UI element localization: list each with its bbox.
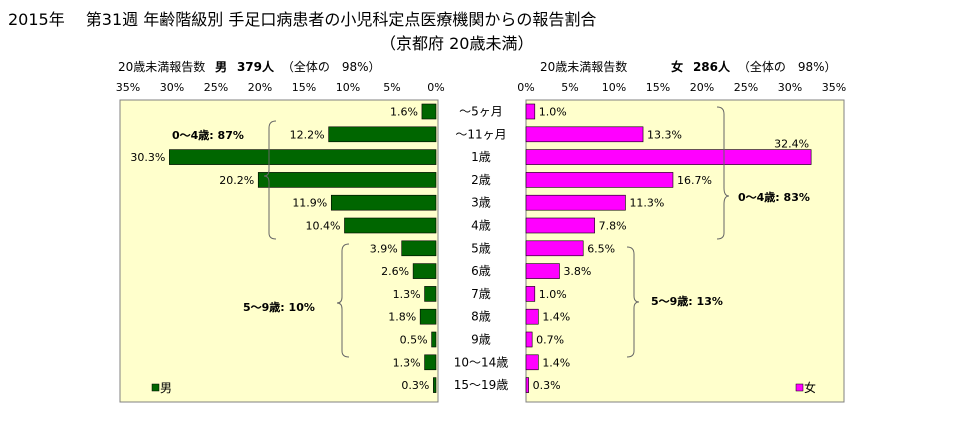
- female-bar: [526, 195, 625, 210]
- male-bar-value-label: 1.3%: [393, 356, 421, 369]
- age-category-label: ～5ヶ月: [459, 105, 503, 119]
- male-bar-value-label: 1.6%: [390, 106, 418, 119]
- male-bar-value-label: 1.8%: [388, 311, 416, 324]
- female-bar-value-label: 1.4%: [542, 311, 570, 324]
- age-category-label: 3歳: [471, 196, 491, 210]
- male-bar: [169, 150, 436, 165]
- female-axis-tick: 15%: [646, 81, 670, 94]
- female-bar-value-label: 16.7%: [677, 174, 712, 187]
- male-axis-tick: 20%: [248, 81, 272, 94]
- age-category-label: 6歳: [471, 264, 491, 278]
- female-axis-tick: 0%: [517, 81, 534, 94]
- age-category-label: 15～19歳: [454, 378, 509, 392]
- legend-female-label: 女: [804, 380, 816, 395]
- female-bar-value-label: 6.5%: [587, 242, 615, 255]
- legend-female-swatch: [796, 384, 803, 391]
- female-axis-tick: 35%: [822, 81, 846, 94]
- male-bar: [425, 286, 436, 301]
- female-bar: [526, 150, 811, 165]
- male-group-5-9-label: 5～9歳: 10%: [243, 300, 315, 314]
- female-group-5-9-label: 5～9歳: 13%: [651, 294, 723, 308]
- male-bar-value-label: 0.3%: [401, 379, 429, 392]
- male-bar-value-label: 0.5%: [400, 334, 428, 347]
- male-axis-tick: 25%: [204, 81, 228, 94]
- age-category-label: 9歳: [471, 333, 491, 347]
- male-bar: [413, 264, 436, 279]
- male-bar: [344, 218, 436, 233]
- age-category-label: 2歳: [471, 173, 491, 187]
- female-bar-value-label: 1.0%: [539, 106, 567, 119]
- male-bar-value-label: 1.3%: [393, 288, 421, 301]
- female-bar: [526, 309, 538, 324]
- male-bar: [329, 127, 436, 142]
- female-bar-value-label: 0.7%: [536, 334, 564, 347]
- male-axis-tick: 15%: [292, 81, 316, 94]
- age-category-label: ～11ヶ月: [455, 127, 506, 141]
- female-axis-tick: 25%: [734, 81, 758, 94]
- male-axis-tick: 0%: [427, 81, 444, 94]
- age-category-label: 5歳: [471, 241, 491, 255]
- male-axis-tick: 30%: [160, 81, 184, 94]
- female-bar: [526, 355, 538, 370]
- male-bar-value-label: 11.9%: [292, 197, 327, 210]
- female-axis-tick: 10%: [602, 81, 626, 94]
- male-bar: [425, 355, 436, 370]
- male-bar: [402, 241, 436, 256]
- female-axis-tick: 20%: [690, 81, 714, 94]
- male-bar-value-label: 12.2%: [290, 128, 325, 141]
- age-category-label: 4歳: [471, 219, 491, 233]
- female-bar-value-label: 13.3%: [647, 128, 682, 141]
- population-pyramid-chart: 35% 30% 25% 20% 15% 10% 5% 0% 0% 5% 10% 15% 20% 25% 3…: [0, 0, 968, 443]
- female-bar-value-label: 1.4%: [542, 356, 570, 369]
- female-bar-value-label: 1.0%: [539, 288, 567, 301]
- legend-male-label: 男: [160, 381, 172, 395]
- female-axis-tick: 30%: [778, 81, 802, 94]
- male-bar: [433, 378, 436, 393]
- female-group-0-4-label: 0～4歳: 83%: [738, 190, 810, 204]
- male-axis-tick: 5%: [383, 81, 400, 94]
- male-bar-value-label: 20.2%: [219, 174, 254, 187]
- male-bar: [420, 309, 436, 324]
- male-bar: [422, 104, 436, 119]
- female-bar-value-label: 7.8%: [599, 220, 627, 233]
- age-category-label: 7歳: [471, 287, 491, 301]
- female-bar-value-label: 32.4%: [774, 138, 809, 151]
- female-bar: [526, 172, 673, 187]
- male-bar: [331, 195, 436, 210]
- female-bar: [526, 264, 559, 279]
- male-bar-value-label: 30.3%: [130, 151, 165, 164]
- male-bar: [432, 332, 436, 347]
- female-bar: [526, 332, 532, 347]
- male-bar-value-label: 3.9%: [370, 242, 398, 255]
- age-category-label: 8歳: [471, 310, 491, 324]
- female-bar-value-label: 0.3%: [533, 379, 561, 392]
- female-bar-value-label: 11.3%: [629, 197, 664, 210]
- female-axis-tick: 5%: [561, 81, 578, 94]
- female-bar: [526, 104, 535, 119]
- male-bar-value-label: 2.6%: [381, 265, 409, 278]
- age-category-label: 10～14歳: [454, 355, 509, 369]
- male-bar: [258, 172, 436, 187]
- male-axis-tick: 10%: [336, 81, 360, 94]
- legend-male-swatch: [152, 384, 159, 391]
- age-category-label: 1歳: [471, 150, 491, 164]
- female-bar: [526, 286, 535, 301]
- male-group-0-4-label: 0～4歳: 87%: [172, 128, 244, 142]
- male-bar-value-label: 10.4%: [306, 220, 341, 233]
- female-bar: [526, 378, 529, 393]
- male-axis-tick: 35%: [116, 81, 140, 94]
- female-bar: [526, 218, 595, 233]
- female-bar: [526, 127, 643, 142]
- female-bar-value-label: 3.8%: [563, 265, 591, 278]
- female-bar: [526, 241, 583, 256]
